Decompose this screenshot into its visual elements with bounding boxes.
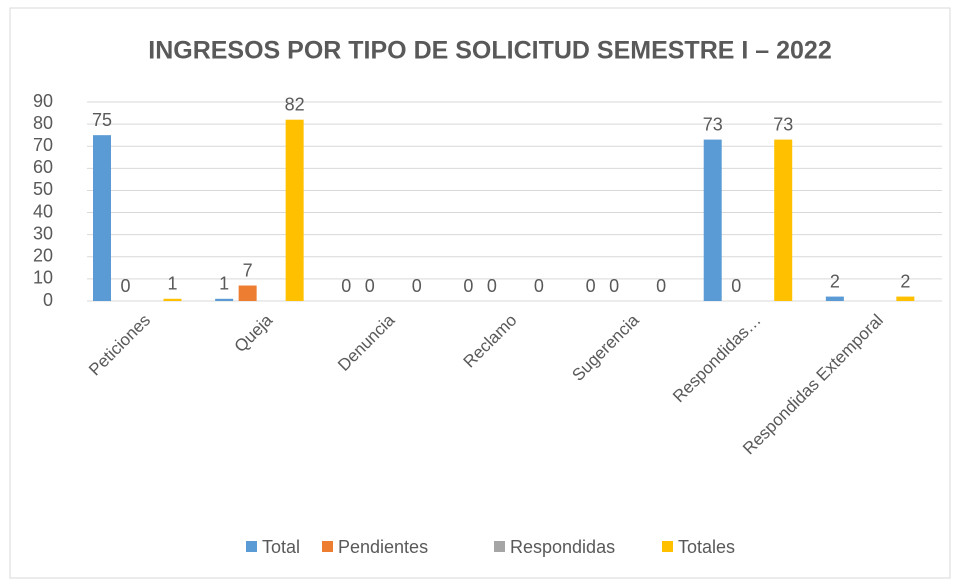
data-label: 82	[285, 94, 305, 114]
y-tick-label: 60	[33, 157, 53, 177]
y-tick-label: 10	[33, 268, 53, 288]
data-label: 1	[219, 274, 229, 294]
data-label: 0	[586, 276, 596, 296]
data-label: 0	[656, 276, 666, 296]
y-tick-label: 40	[33, 201, 53, 221]
y-tick-label: 30	[33, 223, 53, 243]
y-tick-label: 20	[33, 246, 53, 266]
legend-label: Respondidas	[510, 537, 615, 557]
data-label: 75	[92, 110, 112, 130]
data-label: 2	[830, 271, 840, 291]
bar	[93, 135, 111, 301]
bar	[285, 119, 304, 301]
legend-swatch	[662, 541, 673, 552]
y-tick-label: 90	[33, 91, 53, 111]
data-label: 0	[534, 276, 544, 296]
data-label: 0	[365, 276, 375, 296]
bar	[825, 296, 844, 301]
data-label: 0	[487, 276, 497, 296]
chart-frame	[9, 7, 951, 579]
bar	[703, 139, 722, 301]
y-tick-label: 50	[33, 179, 53, 199]
legend-label: Pendientes	[338, 537, 428, 557]
y-tick-label: 0	[43, 290, 53, 310]
y-tick-label: 80	[33, 113, 53, 133]
data-label: 73	[703, 114, 723, 134]
legend-swatch	[246, 541, 257, 552]
bar	[163, 298, 182, 301]
legend-label: Total	[262, 537, 300, 557]
legend-label: Totales	[678, 537, 735, 557]
data-label: 0	[341, 276, 351, 296]
data-label: 0	[731, 276, 741, 296]
data-label: 0	[412, 276, 422, 296]
bar	[215, 298, 234, 301]
chart-title: INGRESOS POR TIPO DE SOLICITUD SEMESTRE …	[148, 37, 831, 65]
data-label: 0	[120, 276, 130, 296]
bar	[774, 139, 793, 301]
y-tick-label: 70	[33, 135, 53, 155]
data-label: 0	[609, 276, 619, 296]
data-label: 7	[243, 260, 253, 280]
data-label: 1	[167, 274, 177, 294]
bar	[238, 285, 257, 301]
legend-swatch	[494, 541, 505, 552]
data-label: 73	[773, 114, 793, 134]
data-label: 2	[900, 271, 910, 291]
legend-swatch	[322, 541, 333, 552]
data-label: 0	[463, 276, 473, 296]
bar	[896, 296, 915, 301]
